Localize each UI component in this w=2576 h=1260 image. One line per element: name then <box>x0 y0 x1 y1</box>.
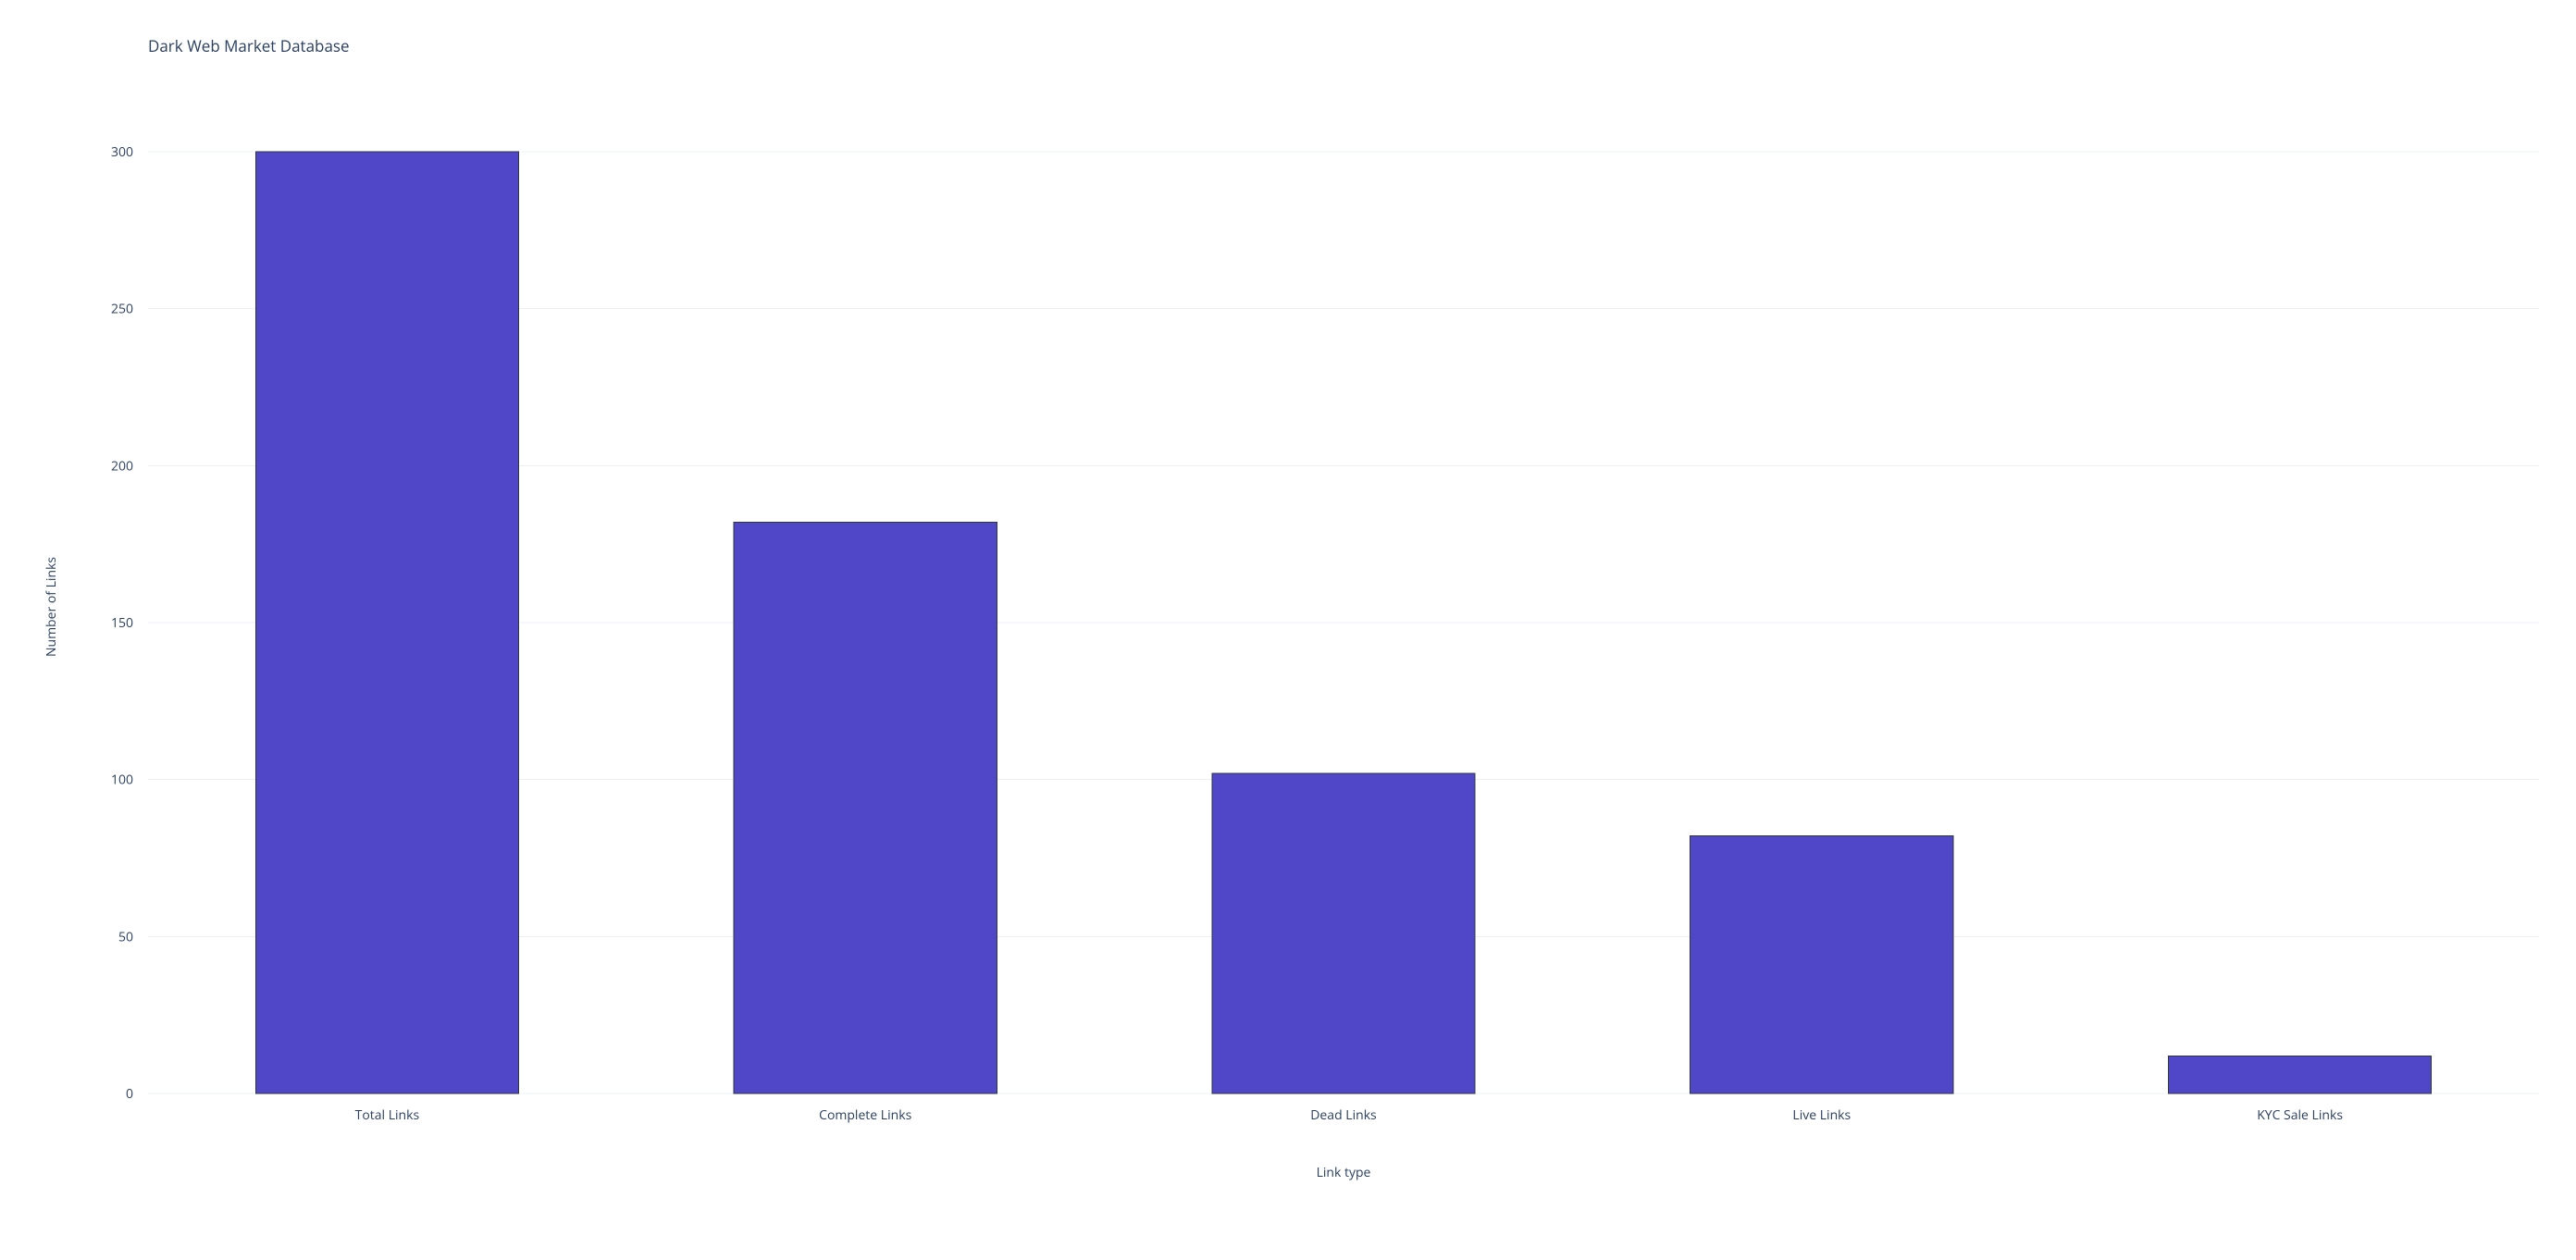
bar[interactable] <box>255 152 518 1093</box>
x-tick-label: Live Links <box>1792 1106 1851 1124</box>
x-tick-label: Complete Links <box>819 1106 911 1124</box>
bar[interactable] <box>1690 836 1953 1093</box>
y-tick-label: 200 <box>111 457 133 475</box>
y-tick-label: 300 <box>111 143 133 161</box>
x-axis-label: Link type <box>1317 1164 1371 1181</box>
y-axis-label: Number of Links <box>43 557 60 657</box>
y-tick-label: 50 <box>118 928 133 945</box>
bar-chart: Dark Web Market Database 0 50 100 150 200 250 3… <box>0 0 2576 1260</box>
y-tick-label: 150 <box>111 614 133 632</box>
chart-title: Dark Web Market Database <box>148 35 350 56</box>
y-tick-label: 100 <box>111 772 133 789</box>
chart-container: Dark Web Market Database 0 50 100 150 200 250 3… <box>0 0 2576 1260</box>
x-tick-label: KYC Sale Links <box>2257 1106 2343 1124</box>
y-tick-label: 250 <box>111 301 133 318</box>
bar[interactable] <box>2168 1056 2431 1093</box>
y-tick-label: 0 <box>126 1085 133 1103</box>
bar[interactable] <box>1212 773 1475 1093</box>
x-tick-label: Total Links <box>355 1106 420 1124</box>
x-tick-label: Dead Links <box>1310 1106 1377 1124</box>
bar[interactable] <box>734 522 997 1093</box>
